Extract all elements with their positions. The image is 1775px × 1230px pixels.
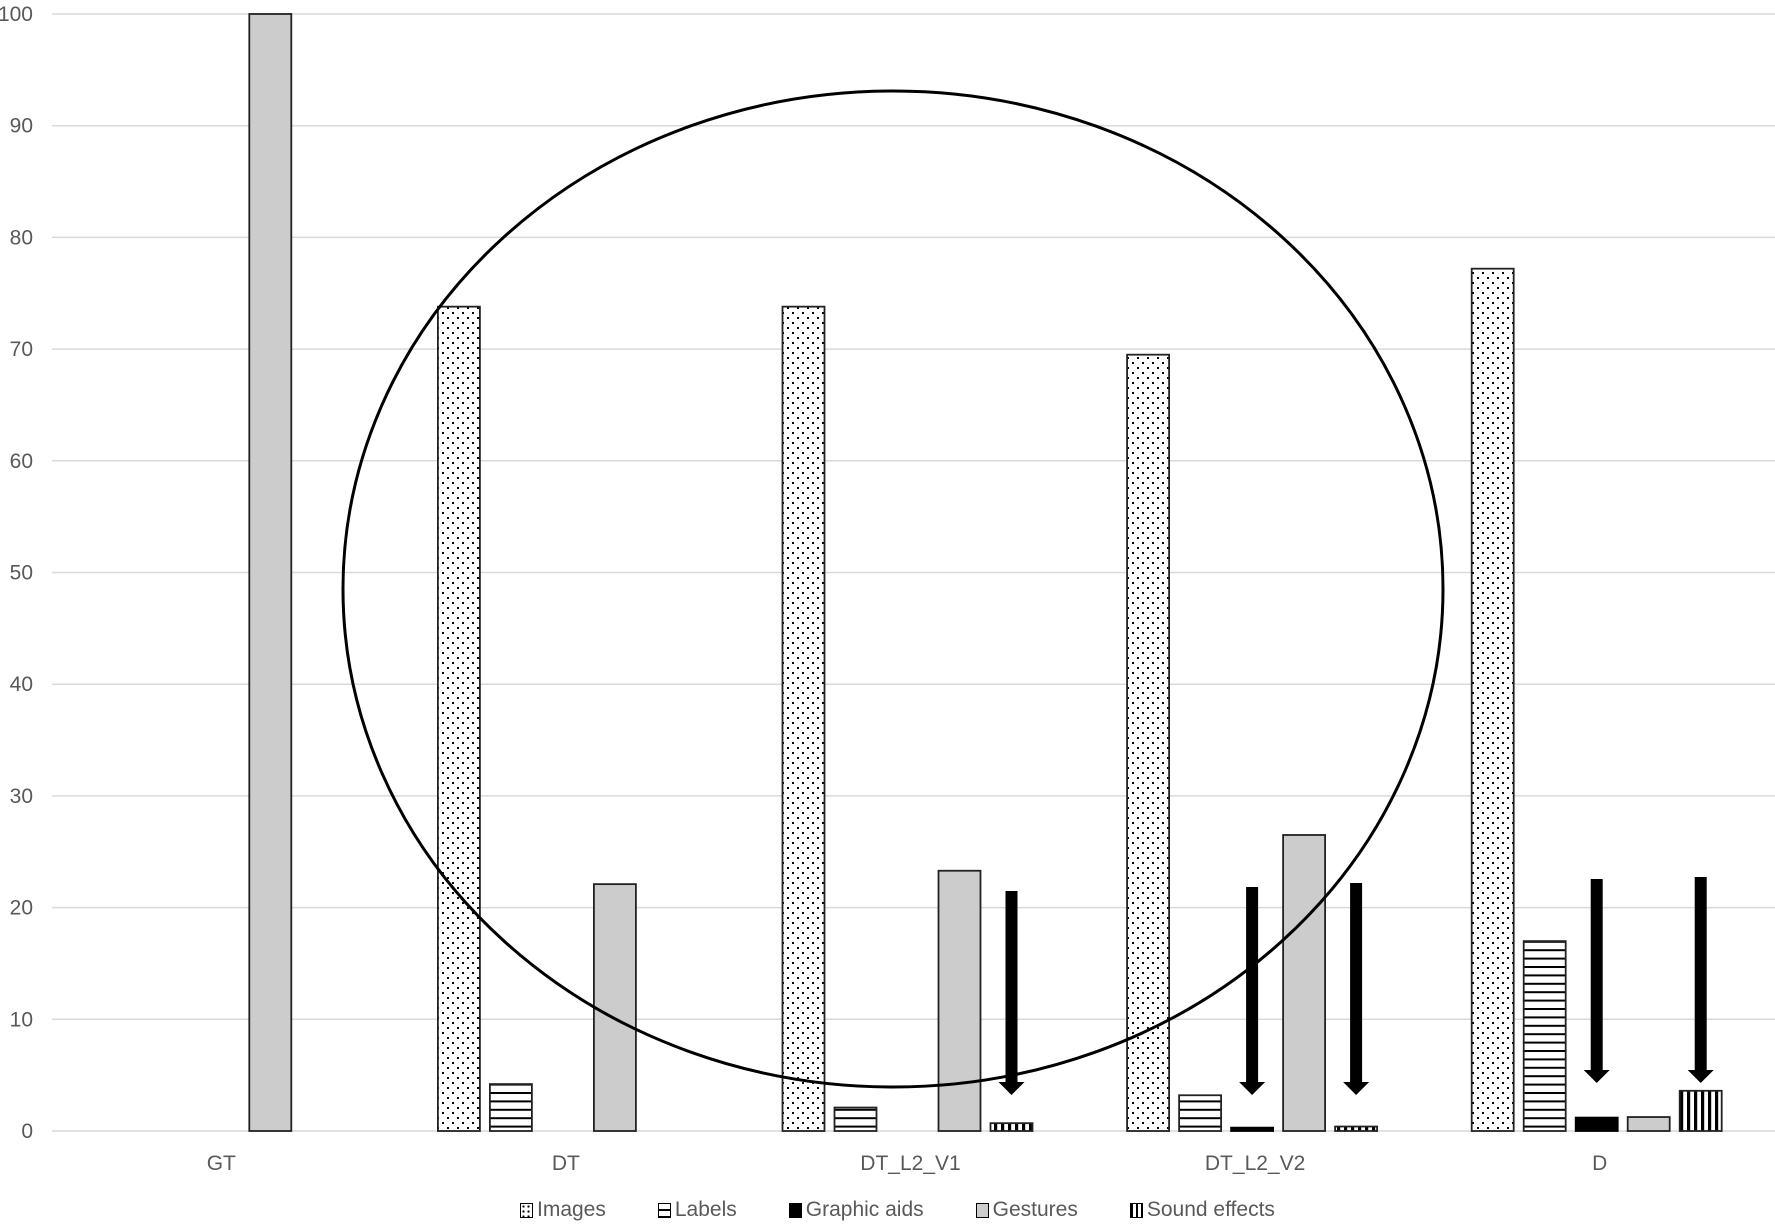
- arrow-down-icon: [1583, 879, 1610, 1083]
- legend-item-images: Images: [520, 1198, 606, 1222]
- x-tick-label: GT: [207, 1152, 236, 1175]
- y-tick-label: 60: [10, 450, 33, 473]
- arrow-down-icon: [1687, 877, 1714, 1083]
- bars: [248, 13, 1723, 1132]
- x-tick-label: D: [1592, 1152, 1607, 1175]
- x-axis: GT DT DT_L2_V1 DT_L2_V2 D: [207, 1152, 1608, 1175]
- gestures-swatch-icon: [975, 1202, 989, 1218]
- legend-item-sound-effects: Sound effects: [1129, 1198, 1275, 1222]
- images-swatch-icon: [520, 1202, 533, 1218]
- legend-label: Sound effects: [1146, 1198, 1275, 1221]
- bar-gestures: [1282, 834, 1326, 1132]
- legend-label: Images: [537, 1198, 606, 1221]
- x-tick-label: DT_L2_V2: [1205, 1152, 1305, 1175]
- bar-sound-effects: [989, 1122, 1034, 1132]
- y-tick-label: 0: [21, 1120, 33, 1143]
- legend-item-graphic-aids: Graphic aids: [788, 1198, 924, 1222]
- bar-images: [436, 305, 481, 1132]
- arrow-down-icon: [1239, 887, 1266, 1095]
- bar-gestures: [593, 883, 637, 1132]
- y-tick-label: 40: [10, 673, 33, 696]
- sound-effects-swatch-icon: [1129, 1202, 1143, 1218]
- y-tick-label: 50: [10, 562, 33, 585]
- y-tick-label: 100: [0, 3, 33, 26]
- y-tick-label: 70: [10, 338, 33, 361]
- legend: Images Labels Graphic aids Gestures Soun…: [520, 1196, 1275, 1224]
- annotation-arrows: [998, 877, 1714, 1095]
- bar-images: [1126, 353, 1170, 1132]
- arrow-down-icon: [998, 891, 1025, 1095]
- y-tick-label: 20: [10, 897, 33, 920]
- y-tick-label: 90: [10, 115, 33, 138]
- x-tick-label: DT_L2_V1: [860, 1152, 960, 1175]
- legend-label: Gestures: [992, 1198, 1078, 1221]
- legend-label: Labels: [674, 1198, 737, 1221]
- bar-gestures: [1626, 1116, 1671, 1132]
- bar-gestures: [248, 13, 293, 1132]
- bar-labels: [1522, 940, 1567, 1132]
- bar-images: [1470, 267, 1515, 1132]
- bar-sound-effects: [1334, 1125, 1378, 1132]
- bar-labels: [1178, 1094, 1222, 1132]
- gridlines: [52, 13, 1775, 1132]
- bar-sound-effects: [1678, 1089, 1723, 1132]
- y-tick-label: 80: [10, 226, 33, 249]
- legend-item-gestures: Gestures: [975, 1198, 1078, 1222]
- bar-graphic-aids: [1574, 1116, 1619, 1132]
- highlight-ellipse: [341, 89, 1445, 1089]
- graphic-aids-swatch-icon: [788, 1202, 802, 1218]
- y-tick-label: 30: [10, 785, 33, 808]
- labels-swatch-icon: [657, 1202, 671, 1218]
- y-tick-label: 10: [10, 1008, 33, 1031]
- bar-graphic-aids: [1230, 1126, 1274, 1132]
- bar-images: [781, 305, 826, 1132]
- x-tick-label: DT: [552, 1152, 580, 1175]
- bar-gestures: [937, 869, 982, 1132]
- bar-labels: [488, 1083, 533, 1132]
- arrow-down-icon: [1343, 883, 1370, 1095]
- legend-item-labels: Labels: [657, 1198, 737, 1222]
- legend-label: Graphic aids: [805, 1198, 924, 1221]
- bar-labels: [833, 1106, 878, 1132]
- y-axis: 0 10 20 30 40 50 60 70 80 90 100: [0, 3, 33, 1143]
